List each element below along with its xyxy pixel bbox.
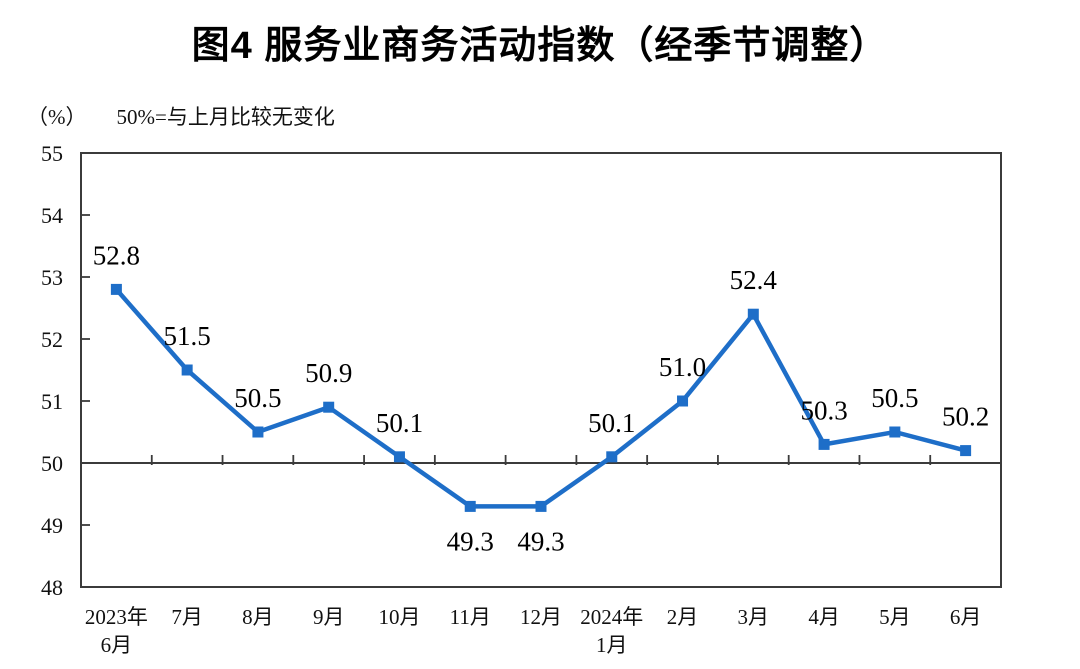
data-point-label: 50.2: [942, 402, 989, 432]
data-point-marker: [606, 451, 618, 463]
data-point-label: 50.1: [376, 408, 423, 438]
y-axis-label: 52: [41, 327, 63, 352]
x-axis-label: 11月: [450, 605, 491, 629]
data-point-label: 50.3: [800, 395, 847, 425]
x-axis-label: 2024年: [580, 605, 643, 629]
data-point-marker: [323, 401, 335, 413]
x-axis-label: 2月: [667, 605, 699, 629]
y-axis-label: 49: [41, 513, 63, 538]
y-axis-label: 55: [41, 141, 63, 166]
y-axis-label: 53: [41, 265, 63, 290]
data-point-marker: [889, 426, 901, 438]
x-axis-label: 2023年: [85, 605, 148, 629]
data-point-label: 50.5: [871, 383, 918, 413]
data-point-label: 52.8: [93, 240, 140, 270]
y-axis-label: 51: [41, 389, 63, 414]
plot-frame: [80, 152, 1002, 588]
y-axis-label: 48: [41, 575, 63, 600]
x-axis-label: 3月: [738, 605, 770, 629]
data-point-marker: [818, 438, 830, 450]
axis-note-row: （%） 50%=与上月比较无变化: [27, 101, 335, 131]
data-point-label: 49.3: [447, 526, 494, 556]
data-point-marker: [464, 500, 476, 512]
x-axis-label: 8月: [242, 605, 274, 629]
x-axis-label: 4月: [808, 605, 840, 629]
x-axis-label: 12月: [520, 605, 562, 629]
data-point-label: 50.9: [305, 358, 352, 388]
data-point-marker: [181, 364, 193, 376]
y-axis-label: 54: [41, 203, 63, 228]
x-axis-label: 10月: [378, 605, 420, 629]
data-point-label: 51.5: [164, 321, 211, 351]
y-axis-label: 50: [41, 451, 63, 476]
data-point-label: 50.1: [588, 408, 635, 438]
data-point-marker: [252, 426, 264, 438]
reference-line-note: 50%=与上月比较无变化: [116, 105, 335, 129]
y-axis-unit-label: （%）: [27, 105, 87, 129]
x-axis-label: 9月: [313, 605, 345, 629]
data-point-label: 52.4: [730, 265, 778, 295]
x-axis-label: 1月: [596, 633, 628, 657]
data-point-marker: [393, 451, 405, 463]
data-point-marker: [110, 283, 122, 295]
x-axis-label: 7月: [171, 605, 203, 629]
x-axis-label: 6月: [101, 633, 133, 657]
data-point-label: 50.5: [234, 383, 281, 413]
data-point-label: 51.0: [659, 352, 706, 382]
data-point-marker: [960, 445, 972, 457]
chart-title: 图4 服务业商务活动指数（经季节调整）: [191, 25, 889, 67]
data-point-marker: [747, 308, 759, 320]
x-axis-label: 5月: [879, 605, 911, 629]
data-point-marker: [535, 500, 547, 512]
data-point-label: 49.3: [517, 526, 564, 556]
x-axis-label: 6月: [950, 605, 982, 629]
data-point-marker: [677, 395, 689, 407]
